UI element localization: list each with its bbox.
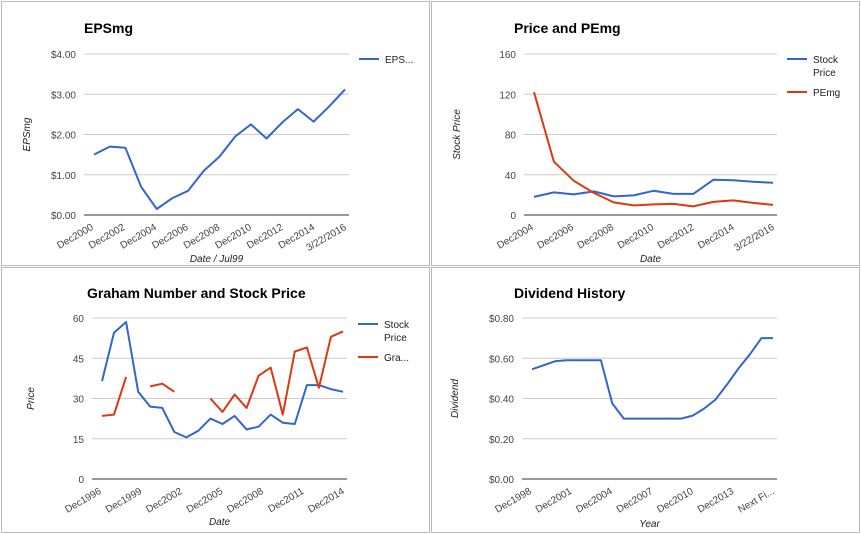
x-tick-label: Dec2008	[225, 486, 266, 516]
eps-chart: EPSmg$0.00$1.00$2.00$3.00$4.00Dec2000Dec…	[22, 20, 413, 265]
x-tick-label: Dec2011	[266, 486, 306, 515]
y-axis-label: Price	[26, 387, 37, 410]
legend-label-1: Stock Price	[384, 320, 410, 344]
y-tick-label: $0.20	[489, 435, 514, 446]
chart-title: Graham Number and Stock Price	[87, 285, 306, 301]
y-tick-label: 15	[73, 435, 85, 446]
x-tick-label: Dec2001	[534, 486, 575, 516]
y-tick-label: 0	[510, 211, 516, 222]
y-tick-label: $1.00	[51, 171, 76, 182]
legend-label-1: EPS...	[385, 55, 413, 66]
y-tick-label: 120	[499, 90, 516, 101]
x-tick-label: Dec2007	[615, 486, 656, 516]
x-tick-label: Dec2010	[655, 486, 696, 516]
x-tick-label: Dec2010	[616, 222, 657, 252]
series-line-1	[93, 88, 346, 210]
x-tick-label: Next Fi...	[736, 486, 776, 516]
dividend-chart-panel: Dividend History $0.00 $0.20 $0.40 $0.60 $0.8…	[431, 267, 860, 533]
series-line-1	[533, 178, 774, 198]
chart-title: EPSmg	[84, 20, 133, 36]
y-axis-label: Stock Price	[452, 109, 463, 160]
y-tick-label: $3.00	[51, 90, 76, 101]
price-pe-chart-panel: Price and PEmg 0 40 80 120 160 Dec2004 Dec2006 D…	[431, 1, 860, 266]
legend-label-1: Stock Price	[813, 55, 839, 79]
y-axis-label: EPSmg	[22, 117, 33, 151]
chart-title: Price and PEmg	[514, 20, 621, 36]
y-tick-label: $0.00	[489, 475, 514, 486]
graham-chart: Graham Number and Stock Price 0 15 30 45 60 De…	[26, 285, 410, 528]
x-tick-label: Dec1999	[104, 486, 145, 516]
x-axis-label: Date	[640, 254, 662, 265]
y-tick-label: 0	[78, 475, 84, 486]
y-tick-label: 40	[505, 171, 517, 182]
series-line-2	[533, 91, 774, 208]
series-line-2	[101, 330, 344, 417]
y-tick-label: $0.00	[51, 211, 76, 222]
graham-chart-panel: Graham Number and Stock Price 0 15 30 45 60 De…	[1, 267, 430, 533]
x-tick-label: Dec2012	[656, 222, 697, 252]
x-tick-label: Dec2013	[696, 486, 737, 516]
x-tick-label: Dec2004	[495, 222, 536, 252]
x-axis-label: Date	[209, 517, 231, 528]
y-tick-label: 80	[505, 131, 517, 142]
x-axis-label: Date / Jul99	[190, 254, 244, 265]
x-tick-label: Dec2014	[306, 486, 347, 516]
y-tick-label: 45	[73, 354, 85, 365]
eps-chart-panel: EPSmg $0.00 $1.00 $2.00 $3.00 $4.00 Dec2000 Dec…	[1, 1, 430, 266]
chart-title: Dividend History	[514, 285, 625, 301]
series-line-1	[101, 321, 344, 439]
y-tick-label: $2.00	[51, 131, 76, 142]
y-tick-label: 30	[73, 395, 85, 406]
x-tick-label: Dec2008	[576, 222, 617, 252]
y-axis-label: Dividend	[450, 379, 461, 418]
x-tick-label: Dec2006	[535, 222, 576, 252]
series-line-1	[531, 337, 773, 420]
dividend-chart: Dividend History $0.00 $0.20 $0.40 $0.60 $0.8…	[450, 285, 777, 530]
x-tick-label: 3/22/2016	[732, 222, 776, 254]
x-tick-label: Dec2005	[185, 486, 226, 516]
legend-label-2: Gra...	[384, 353, 409, 364]
x-tick-label: Dec1998	[493, 486, 534, 516]
x-tick-label: Dec2004	[574, 486, 615, 516]
x-tick-label: Dec2002	[144, 486, 185, 516]
x-tick-label: Dec2014	[696, 222, 737, 252]
y-tick-label: $4.00	[51, 50, 76, 61]
legend-label-2: PEmg	[813, 88, 840, 99]
x-axis-label: Year	[639, 519, 660, 530]
y-tick-label: 160	[499, 50, 516, 61]
y-tick-label: $0.80	[489, 314, 514, 325]
x-tick-label: Dec1996	[63, 486, 104, 516]
y-tick-label: 60	[73, 314, 85, 325]
y-tick-label: $0.40	[489, 395, 514, 406]
y-tick-label: $0.60	[489, 354, 514, 365]
